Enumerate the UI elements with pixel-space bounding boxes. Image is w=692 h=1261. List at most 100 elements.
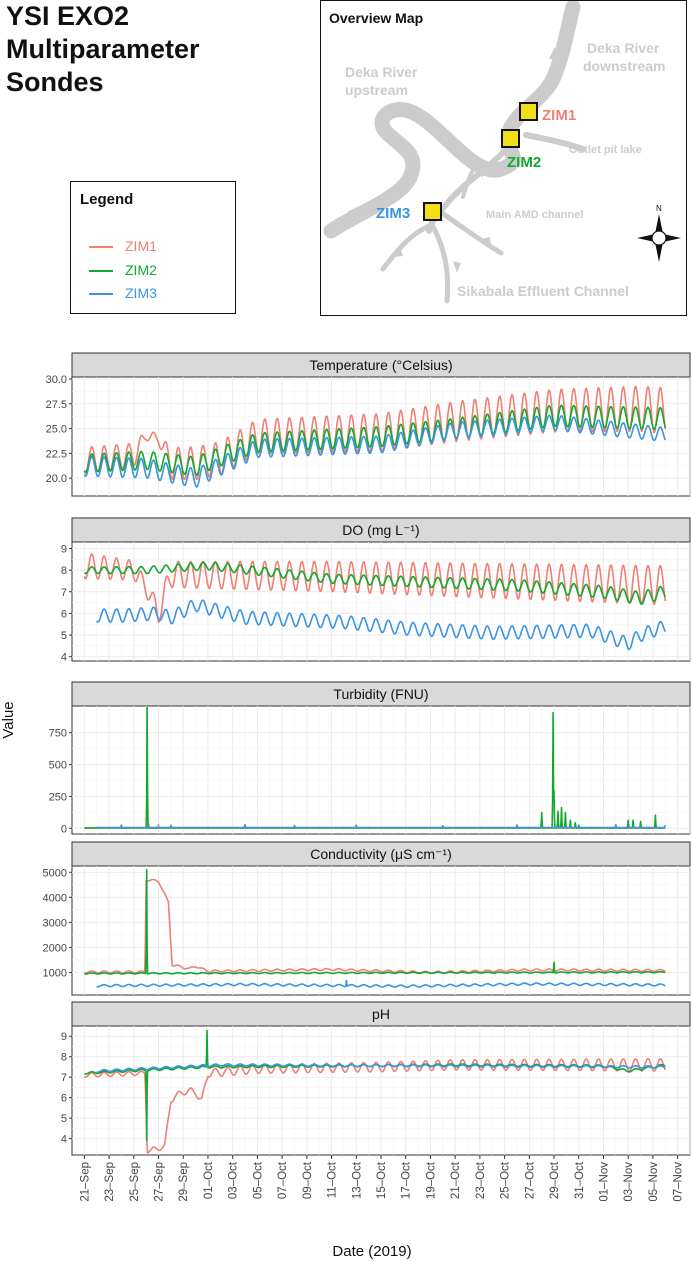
title-line-1: YSI EXO2 [6,1,130,31]
legend-title: Legend [80,191,134,208]
legend-swatch-zim2 [89,270,113,272]
flow-arrow-6 [481,168,489,178]
x-tick-label: 05–Nov [648,1162,660,1202]
series-line-zim3 [96,599,666,651]
legend-label-zim3: ZIM3 [125,285,157,301]
x-tick-label: 31–Oct [574,1161,586,1199]
y-tick-label: 8 [61,565,67,577]
panel-strip [71,841,691,867]
x-tick-label: 07–Nov [673,1162,685,1202]
x-tick-label: 03–Nov [623,1162,635,1202]
y-tick-label: 750 [49,728,67,740]
x-tick-label: 23–Sep [104,1162,116,1202]
trib-2 [428,220,451,304]
site-label-zim2: ZIM2 [507,154,541,171]
x-axis-title: Date (2019) [332,1243,411,1260]
trib-1 [380,223,432,272]
map-title: Overview Map [329,10,424,26]
panel-2: DO (mg L⁻¹) 4 5 6 7 8 9 [61,517,691,664]
x-tick-label: 29–Sep [178,1162,190,1202]
y-tick-label: 4000 [43,892,67,904]
y-tick-label: 0 [61,823,67,835]
y-tick-label: 5 [61,630,67,642]
site-marker-zim3 [423,202,442,221]
panel-3: Turbidity (FNU) 0 250 500 750 [49,681,691,835]
series-line-zim1 [83,553,667,623]
title-line-3: Sondes [6,67,104,97]
y-axis-title: Value [0,701,17,738]
y-tick-label: 2000 [43,942,67,954]
map-label-downstream-2: downstream [583,58,665,74]
x-tick-label: 19–Oct [425,1161,437,1199]
series-line-zim2 [83,561,667,606]
x-tick-label: 21–Sep [79,1162,91,1202]
y-tick-label: 27.5 [46,399,67,411]
y-tick-label: 9 [61,1031,67,1043]
y-tick-label: 22.5 [46,448,67,460]
x-tick-label: 09–Oct [302,1161,314,1199]
panel-1: Temperature (°Celsius) 20.0 22.5 25.0 27.5 30… [46,352,691,497]
trib-4 [461,157,481,199]
x-tick-label: 25–Oct [500,1161,512,1199]
y-tick-label: 500 [49,760,67,772]
outlet-channel [523,132,586,152]
series-line-zim2 [84,869,666,975]
panel-strip [71,681,691,707]
x-tick-label: 01–Nov [598,1162,610,1202]
flow-arrow-4 [453,261,461,273]
y-tick-label: 30.0 [46,374,67,386]
panel-title: DO (mg L⁻¹) [342,522,419,538]
y-tick-label: 7 [61,587,67,599]
map-label-upstream-2: upstream [345,82,408,98]
legend-label-zim1: ZIM1 [125,238,157,254]
y-tick-label: 6 [61,1093,67,1105]
panel-strip [71,352,691,378]
flow-arrow-1 [549,47,559,60]
x-tick-label: 13–Oct [351,1161,363,1199]
series-line-zim3 [96,979,666,988]
overview-map: Overview Map Deka River upstream Deka Ri… [320,0,687,316]
chart-panels: Temperature (°Celsius) 20.0 22.5 25.0 27.5 30… [43,352,691,1156]
y-tick-label: 1000 [43,967,67,979]
y-tick-label: 7 [61,1072,67,1084]
series-line-zim3 [83,414,667,488]
y-tick-label: 250 [49,791,67,803]
y-tick-label: 25.0 [46,424,67,436]
panel-title: Turbidity (FNU) [333,686,428,702]
panel-5: pH 4 5 6 7 8 9 [61,1001,691,1156]
x-tick-label: 05–Oct [252,1161,264,1199]
map-label-amd: Main AMD channel [486,209,583,221]
map-canvas: Deka River upstream Deka River downstrea… [323,1,681,304]
y-tick-label: 9 [61,543,67,555]
site-label-zim3: ZIM3 [376,205,410,222]
y-tick-label: 8 [61,1052,67,1064]
site-marker-zim2 [501,129,520,148]
panel-title: Temperature (°Celsius) [309,357,452,373]
flow-arrow-5 [481,237,491,247]
y-tick-label: 6 [61,608,67,620]
x-tick-label: 15–Oct [376,1161,388,1199]
map-label-downstream-1: Deka River [587,40,660,56]
y-tick-label: 20.0 [46,473,67,485]
y-tick-label: 5000 [43,867,67,879]
x-tick-label: 01–Oct [203,1161,215,1199]
x-tick-label: 03–Oct [228,1161,240,1199]
river-network [323,1,586,304]
site-label-zim1: ZIM1 [542,107,576,124]
panel-title: pH [372,1006,390,1022]
legend: Legend ZIM1 ZIM2 ZIM3 [70,181,236,314]
figure-title: YSI EXO2 Multiparameter Sondes [6,0,200,99]
y-tick-label: 5 [61,1113,67,1125]
series-line-zim1 [84,1058,667,1154]
map-label-outlet: Outlet pit lake [569,144,642,156]
map-label-upstream-1: Deka River [345,64,418,80]
trib-3 [436,208,504,256]
legend-swatch-zim1 [89,246,113,248]
faceted-time-series-chart: Value Date (2019) Temperature (°Celsius)… [0,352,691,1260]
map-label-effluent: Sikabala Effluent Channel [457,283,629,299]
x-tick-label: 11–Oct [327,1161,339,1198]
x-tick-label: 07–Oct [277,1161,289,1199]
flow-arrow-2 [347,206,359,215]
y-tick-label: 3000 [43,917,67,929]
x-axis: 21–Sep 23–Sep 25–Sep 27–Sep 29–Sep 01–Oct 03–O… [79,1155,685,1202]
